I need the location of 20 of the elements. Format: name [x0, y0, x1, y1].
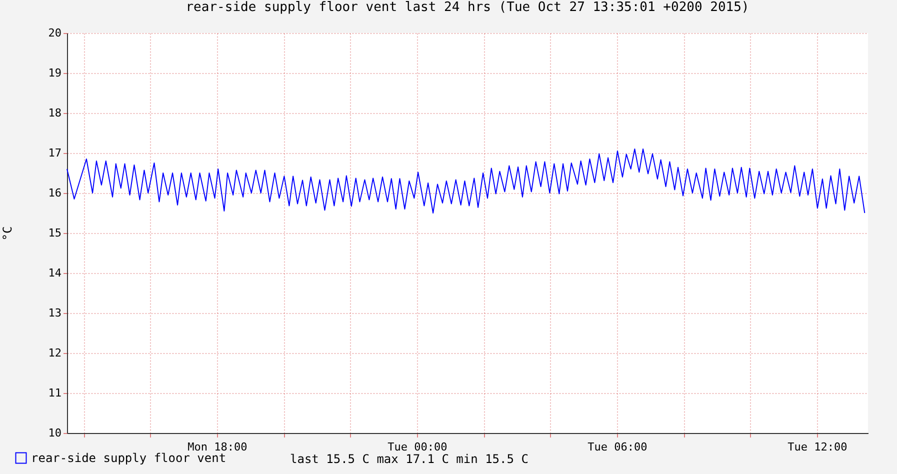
chart-title: rear-side supply floor vent last 24 hrs (Tue Oct 27 13:35:01 +0200 2015)	[186, 0, 750, 15]
y-tick-label: 15	[48, 226, 62, 240]
y-tick-label: 19	[48, 66, 62, 80]
y-tick-label: 11	[48, 386, 62, 400]
x-tick-label: Tue 12:00	[788, 440, 848, 454]
text: last 15.5 C max 17.1 C min 15.5 C	[290, 452, 528, 466]
x-tick-label: Mon 18:00	[188, 440, 248, 454]
y-tick-label: 17	[48, 146, 62, 160]
y-tick-label: 13	[48, 306, 62, 320]
x-tick-label: Tue 00:00	[388, 440, 448, 454]
y-tick-label: 14	[48, 266, 62, 280]
y-axis-title: °C	[0, 226, 14, 241]
y-tick-label: 10	[48, 426, 62, 440]
legend-label: rear-side supply floor vent	[31, 451, 226, 465]
y-tick-label: 20	[48, 26, 62, 40]
y-tick-label: 18	[48, 106, 62, 120]
x-tick-label: Tue 06:00	[588, 440, 648, 454]
y-tick-label: 12	[48, 346, 62, 360]
line-series	[66, 148, 866, 214]
y-tick-label: 16	[48, 186, 62, 200]
